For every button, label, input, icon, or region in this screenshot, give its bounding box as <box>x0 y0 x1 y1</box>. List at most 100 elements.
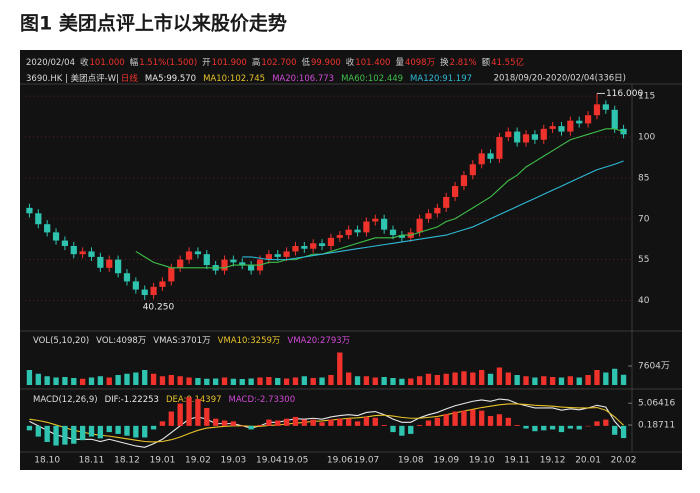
macd-bar <box>541 425 547 431</box>
info-row: 2020/02/04 收101.000 幅1.51%(1.500) 开101.900 高… <box>26 57 524 68</box>
macd-bar <box>399 425 405 436</box>
macd-bar <box>479 410 485 426</box>
volume-bar <box>115 375 121 385</box>
macd-bar <box>523 425 529 429</box>
info-item: 4098万 <box>405 58 435 68</box>
candle-body <box>398 235 405 238</box>
macd-bar <box>212 418 219 426</box>
x-tick-label: 19.11 <box>504 456 530 466</box>
candle-body <box>558 126 565 132</box>
candle-body <box>389 229 397 236</box>
volume-bar <box>558 377 565 385</box>
volume-bar <box>142 370 148 385</box>
volume-bar <box>337 352 343 385</box>
volume-bar <box>159 376 166 385</box>
volume-bar <box>363 376 370 385</box>
legend-entry: MA60:102.449 <box>341 74 403 84</box>
candle-body <box>44 224 51 233</box>
volume-bar <box>310 378 316 385</box>
volume-bar <box>230 378 237 385</box>
candle-body <box>248 265 255 271</box>
macd-bar <box>275 420 281 426</box>
legend-entry: DIF:-1.22253 <box>105 395 159 405</box>
x-tick-label: 20.01 <box>575 456 601 466</box>
volume-bar <box>452 372 458 385</box>
y-tick-label: 5.06416 <box>638 399 675 409</box>
candle-body <box>531 134 538 140</box>
volume-bar <box>319 377 325 385</box>
volume-bar <box>470 372 476 385</box>
info-item: 收 <box>80 57 89 68</box>
symbol: 3690.HK | 美团点评-W| <box>26 73 119 84</box>
candle-body <box>70 246 77 255</box>
macd-bar <box>425 420 432 426</box>
candle-body <box>487 153 494 159</box>
macd-bar <box>150 425 157 430</box>
volume-bar <box>425 373 432 385</box>
volume-bar <box>177 376 183 385</box>
x-tick-label: 19.02 <box>185 456 211 466</box>
indicator-line <box>29 398 624 448</box>
macd-bar <box>283 418 290 426</box>
volume-bar <box>585 375 591 385</box>
info-item: 换 <box>440 57 449 68</box>
candle-body <box>88 251 95 257</box>
indicator-line <box>29 403 624 443</box>
y-tick-label: 7604万 <box>638 361 670 371</box>
info-item: 2020/02/04 <box>26 58 75 68</box>
candle-body <box>106 259 113 268</box>
candle-body <box>79 251 86 255</box>
macd-bar <box>26 425 33 431</box>
macd-bar <box>133 425 139 438</box>
macd-bar <box>186 397 192 426</box>
macd-bar <box>452 411 458 426</box>
info-item: 收 <box>346 57 355 68</box>
candle-body <box>576 120 583 124</box>
legend: MACD(12,26,9) DIF:-1.22253 DEA:0.14397 MACD… <box>33 395 295 405</box>
macd-bar <box>612 425 618 435</box>
candle-body <box>416 218 423 233</box>
candle-body <box>52 232 60 241</box>
volume-bar <box>88 377 95 385</box>
legend-entry: VMA20:2793万 <box>287 336 350 346</box>
candle-body <box>168 267 175 282</box>
candle-body <box>540 128 547 140</box>
candle-body <box>141 289 148 296</box>
info-item: 41.55亿 <box>491 57 524 68</box>
y-tick-label: 100 <box>638 133 655 143</box>
volume-bar <box>390 378 396 385</box>
volume-bar <box>479 370 485 385</box>
volume-bar <box>328 375 334 385</box>
candle-body <box>97 256 104 268</box>
macd-bar <box>204 407 210 426</box>
macd-bar <box>257 424 263 426</box>
candle-body <box>549 126 556 129</box>
macd-bar <box>159 421 166 426</box>
page-title: 图1 美团点评上市以来股价走势 <box>20 12 287 35</box>
macd-bar <box>195 399 201 426</box>
candle-body <box>567 120 574 132</box>
macd-bar <box>177 403 183 426</box>
volume-bar <box>301 376 307 385</box>
macd-bar <box>239 425 245 427</box>
volume-bar <box>541 376 547 385</box>
volume-bar <box>514 375 520 385</box>
macd-bar <box>337 418 343 426</box>
macd-bar <box>487 416 494 426</box>
x-tick-label: 19.09 <box>433 456 459 466</box>
y-tick-label: 85 <box>638 173 649 183</box>
candle-body <box>26 207 33 214</box>
volume-bar <box>62 377 68 385</box>
volume-bar <box>505 372 511 385</box>
volume-bar <box>523 376 529 385</box>
candle-body <box>310 243 317 249</box>
macd-bar <box>549 425 556 430</box>
candle-body <box>522 134 530 143</box>
x-tick-label: 19.03 <box>221 456 247 466</box>
info-item: 幅 <box>130 57 139 68</box>
candle-body <box>602 104 609 110</box>
macd-bar <box>301 419 307 426</box>
x-tick-label: 19.06 <box>327 456 353 466</box>
legend-entry: MA20:106.773 <box>272 74 334 84</box>
candle-body <box>345 229 352 236</box>
